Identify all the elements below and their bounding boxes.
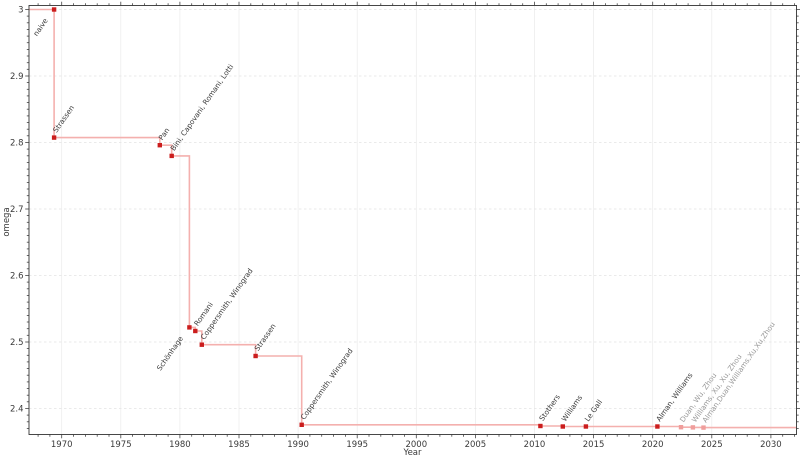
data-point-marker (678, 425, 684, 430)
data-point-label: Williams, Xu, Xu, Zhou (690, 352, 744, 424)
data-point-marker (701, 425, 706, 430)
y-tick-label: 2.7 (10, 205, 24, 215)
x-tick-label: 1985 (228, 440, 250, 450)
y-axis-label: omega (2, 207, 12, 236)
x-tick-label: 2010 (524, 440, 546, 450)
x-tick-label: 1970 (51, 440, 73, 450)
omega-step-line (29, 8, 797, 429)
x-tick-label: 2020 (642, 440, 664, 450)
data-point-marker (538, 423, 543, 429)
x-tick-label: 1975 (110, 440, 132, 450)
x-tick-label: 2015 (583, 440, 605, 450)
data-point-marker (193, 328, 198, 334)
y-tick-label: 2.6 (10, 272, 24, 282)
data-point-marker (253, 353, 258, 359)
x-tick-label: 2005 (465, 440, 487, 450)
x-tick-label: 1995 (346, 440, 368, 450)
data-point-marker (299, 422, 304, 427)
data-point-label: naive (31, 16, 50, 38)
y-tick-label: 2.4 (10, 405, 24, 415)
y-tick-label: 2.9 (10, 72, 24, 82)
data-point-marker (187, 325, 192, 330)
y-tick-label: 3 (18, 6, 23, 16)
x-tick-label: 2000 (405, 440, 427, 450)
x-tick-label: 2025 (701, 440, 723, 450)
x-tick-label: 2030 (760, 440, 782, 450)
data-point-label: Pan (157, 126, 172, 142)
data-point-label: Coppersmith, Winograd (298, 347, 354, 422)
data-point-marker (560, 424, 565, 429)
data-point-marker (157, 143, 162, 148)
data-point-marker (169, 153, 174, 159)
tick-marks (25, 1, 800, 439)
data-point-marker (583, 424, 589, 429)
data-point-marker (51, 135, 57, 140)
y-tick-label: 2.8 (10, 139, 24, 149)
data-point-marker (51, 7, 57, 12)
data-point-label: Schönhage (155, 334, 186, 372)
x-axis-label: Year (403, 448, 423, 458)
data-point-marker (199, 342, 204, 347)
data-point-marker (690, 425, 696, 430)
data-point-label: Strassen (252, 322, 277, 353)
data-point-label: Bini, Capovani, Romani, Lotti (168, 62, 235, 152)
x-tick-label: 1990 (287, 440, 309, 450)
plot-frame (28, 5, 797, 435)
data-point-marker (655, 424, 660, 429)
gridlines (29, 5, 797, 435)
x-tick-label: 1980 (169, 440, 191, 450)
y-tick-label: 2.5 (10, 338, 24, 348)
